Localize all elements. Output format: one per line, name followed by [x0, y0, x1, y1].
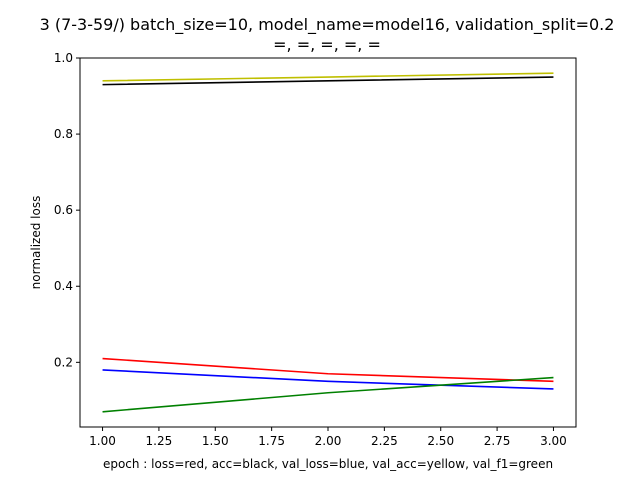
chart-title: 3 (7-3-59/) batch_size=10, model_name=mo… [40, 15, 615, 35]
x-tick-label: 1.50 [202, 434, 229, 448]
series-line-val-acc [102, 72, 554, 82]
series-line-acc [102, 76, 554, 86]
y-tick-label: 1.0 [54, 51, 73, 65]
x-tick-label: 1.00 [89, 434, 116, 448]
ticks-layer: 1.00 1.25 1.50 1.75 2.00 2.25 2.50 2.75 3.00 0.2 0… [54, 51, 567, 448]
x-tick-label: 2.00 [315, 434, 342, 448]
y-tick-label: 0.4 [54, 279, 73, 293]
x-tick-label: 3.00 [540, 434, 567, 448]
x-tick-label: 2.25 [371, 434, 398, 448]
series-line-val-loss [102, 369, 554, 390]
x-tick-label: 1.75 [258, 434, 285, 448]
x-axis-label: epoch : loss=red, acc=black, val_loss=bl… [103, 457, 553, 471]
x-tick-label: 1.25 [146, 434, 173, 448]
series-line-loss [102, 357, 554, 383]
x-tick-label: 2.50 [427, 434, 454, 448]
x-tick-label: 2.75 [484, 434, 511, 448]
series-line-val-f1 [102, 376, 554, 413]
series-layer [102, 72, 554, 413]
y-tick-label: 0.6 [54, 203, 73, 217]
chart-subtitle: =, =, =, =, = [273, 35, 381, 54]
y-tick-label: 0.8 [54, 127, 73, 141]
y-axis-label: normalized loss [29, 196, 43, 290]
plot-frame [79, 57, 577, 428]
y-tick-label: 0.2 [54, 355, 73, 369]
